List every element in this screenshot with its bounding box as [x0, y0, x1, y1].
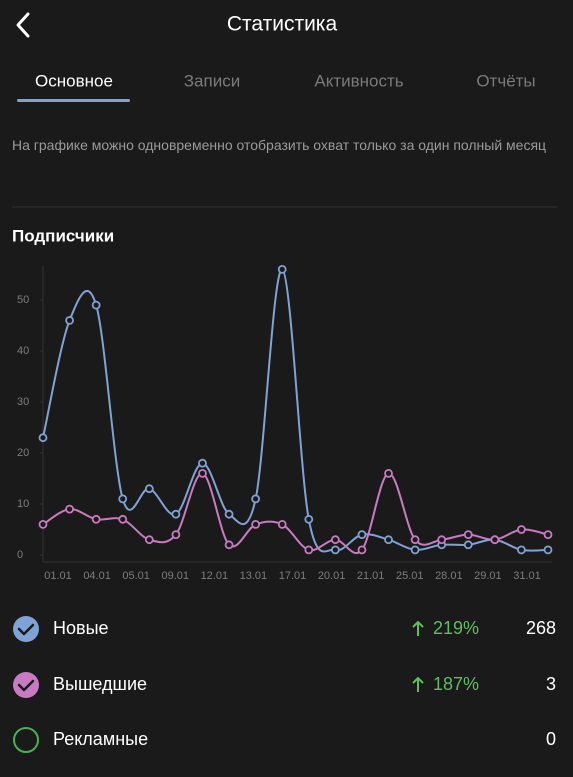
check-icon: [17, 679, 35, 692]
data-point: [543, 530, 553, 539]
chart-title: Подписчики: [12, 226, 114, 245]
x-tick-label: 04.01: [83, 570, 111, 582]
x-tick-label: 17.01: [279, 570, 307, 582]
data-point: [91, 514, 101, 524]
data-point: [437, 535, 447, 545]
note: На графике можно одновременно отобразить…: [12, 137, 547, 153]
x-tick-label: 09.01: [161, 570, 189, 582]
tab-bar: Основное Записи Активность Отчёты: [35, 71, 536, 90]
data-point: [304, 514, 314, 524]
tab[interactable]: Отчёты: [476, 71, 535, 90]
data-point: [171, 530, 181, 539]
note-box: На графике можно одновременно отобразить…: [12, 137, 547, 153]
change: 187%: [433, 674, 479, 694]
checkbox[interactable]: [13, 616, 39, 642]
data-point: [171, 509, 181, 519]
legend-label: Новые: [53, 618, 109, 638]
data-point: [65, 504, 74, 514]
data-point: [198, 468, 207, 478]
y-tick-label: 10: [17, 498, 29, 510]
x-tick-label: 21.01: [357, 570, 385, 582]
checkbox[interactable]: [13, 727, 39, 753]
y-tick-label: 40: [17, 345, 29, 357]
data-point: [224, 540, 234, 550]
x-tick-label: 12.01: [201, 570, 229, 582]
check-icon: [17, 623, 35, 636]
data-point: [490, 535, 500, 545]
data-point: [357, 530, 367, 539]
tab[interactable]: Активность: [314, 71, 403, 90]
total: 268: [526, 618, 556, 638]
data-point: [144, 535, 154, 545]
data-point: [118, 514, 128, 524]
x-tick-label: 05.01: [122, 570, 150, 582]
data-point: [543, 545, 553, 555]
x-tick-label: 31.01: [513, 570, 541, 582]
data-point: [517, 545, 526, 555]
x-tick-label: 20.01: [318, 570, 346, 582]
y-tick-label: 30: [17, 396, 29, 408]
back-button[interactable]: [16, 12, 30, 38]
data-point: [38, 520, 48, 529]
data-point: [384, 535, 393, 545]
series-line: [42, 268, 549, 553]
legend-label: Вышедшие: [53, 674, 147, 694]
y-tick-label: 0: [17, 549, 23, 561]
data-point: [251, 494, 261, 504]
total: 0: [546, 729, 556, 749]
data-point: [198, 458, 207, 468]
data-point: [330, 545, 340, 555]
x-tick-label: 13.01: [240, 570, 268, 582]
data-point: [357, 545, 367, 555]
series-line: [42, 472, 549, 554]
tab-indicator: [17, 99, 130, 102]
y-tick-label: 20: [17, 447, 29, 459]
data-point: [517, 525, 526, 534]
up-arrow: [412, 620, 424, 636]
change: 219%: [433, 618, 479, 638]
up-arrow: [412, 676, 424, 692]
total: 3: [546, 674, 556, 694]
x-tick-label: 01.01: [44, 570, 72, 582]
legend: Новые 219% 268 Вышедшие 187% 3 Рекламные 0: [13, 616, 556, 753]
data-point: [277, 520, 287, 529]
legend-label: Рекламные: [53, 729, 148, 749]
data-point: [65, 315, 74, 325]
data-point: [410, 545, 420, 555]
checkbox[interactable]: [13, 672, 39, 698]
data-point: [463, 530, 473, 539]
y-tick-label: 50: [17, 294, 29, 306]
x-tick-label: 28.01: [435, 570, 463, 582]
x-tick-label: 25.01: [396, 570, 424, 582]
data-point: [91, 300, 101, 310]
x-tick-label: 29.01: [474, 570, 502, 582]
data-point: [224, 509, 234, 519]
data-point: [144, 484, 154, 494]
data-point: [304, 545, 314, 555]
tab[interactable]: Основное: [35, 71, 113, 90]
data-point: [384, 468, 393, 478]
screen-title: Статистика: [227, 13, 338, 36]
data-point: [463, 540, 473, 550]
data-point: [251, 520, 261, 529]
data-point: [38, 433, 48, 443]
data-point: [410, 535, 420, 545]
data-point: [118, 494, 128, 504]
tab[interactable]: Записи: [184, 71, 240, 90]
data-point: [330, 535, 340, 545]
data-point: [277, 264, 287, 274]
